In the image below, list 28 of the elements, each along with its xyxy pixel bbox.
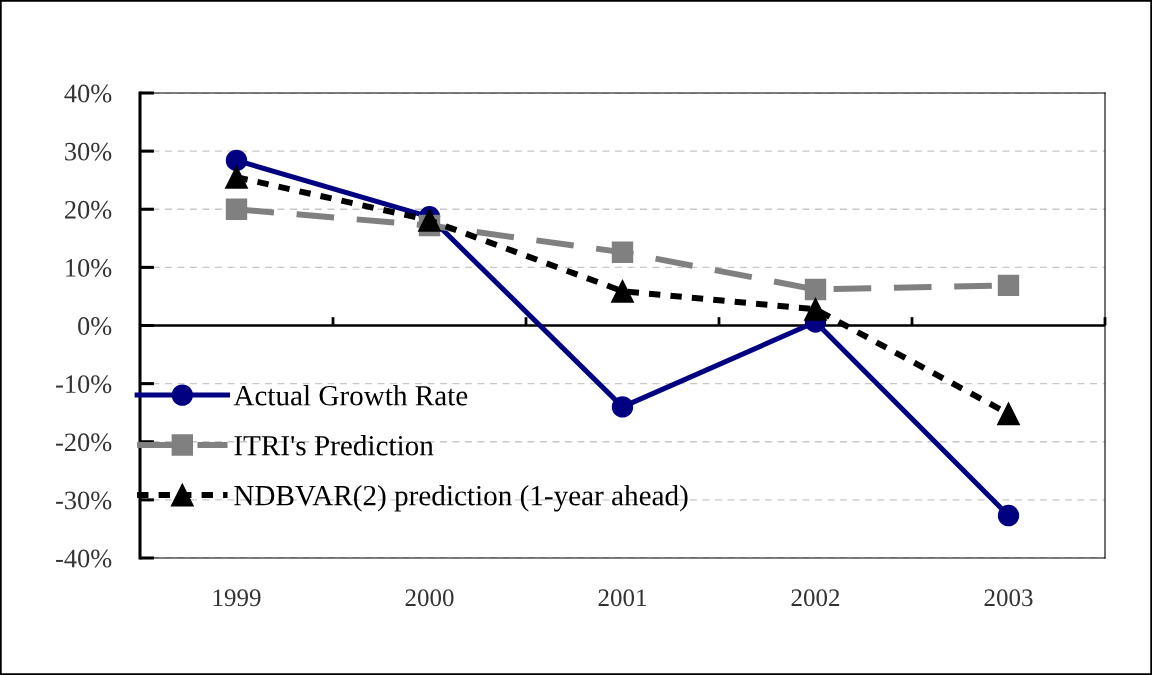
y-tick-label: -10% [56,375,112,394]
legend-label: Actual Growth Rate [233,385,468,406]
x-tick-label: 2003 [984,589,1033,607]
y-tick-label: -20% [56,433,112,452]
y-tick-label: 10% [66,258,112,277]
x-tick-label: 2002 [791,589,840,607]
y-tick-label: 40% [64,84,112,103]
point [997,402,1020,426]
x-tick-label: 2000 [405,589,454,607]
point [804,278,827,301]
y-tick-label: -30% [56,491,112,510]
point [225,165,248,189]
point [804,297,827,321]
x-tick-label: 1999 [213,589,261,607]
point [225,198,248,220]
point [225,149,248,172]
point [611,241,634,263]
point [611,279,634,303]
y-tick-label: 20% [65,200,112,219]
point [997,274,1020,297]
x-tick-label: 2001 [598,589,646,607]
point [997,504,1020,527]
y-tick-label: 0% [78,317,112,335]
y-tick-label: -40% [56,549,112,568]
point [611,396,634,418]
legend-label: ITRI's Prediction [234,435,434,456]
y-tick-label: 30% [65,142,112,161]
legend-label: NDBVAR(2) prediction (1-year ahead) [234,484,688,512]
